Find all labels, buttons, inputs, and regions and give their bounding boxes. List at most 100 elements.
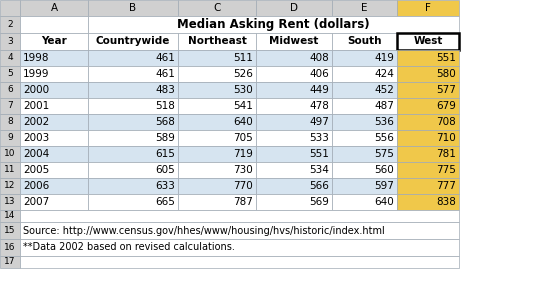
Text: 2001: 2001 xyxy=(23,101,49,111)
Bar xyxy=(20,33,88,50)
Text: Midwest: Midwest xyxy=(269,36,319,47)
Text: 679: 679 xyxy=(436,101,456,111)
Bar xyxy=(0,33,20,50)
Text: West: West xyxy=(413,36,443,47)
Text: 17: 17 xyxy=(4,258,16,267)
Text: 2007: 2007 xyxy=(23,197,49,207)
Text: 705: 705 xyxy=(233,133,253,143)
Text: 419: 419 xyxy=(374,53,394,63)
Bar xyxy=(332,194,397,210)
Bar xyxy=(20,194,88,210)
Bar xyxy=(88,162,178,178)
Bar xyxy=(0,114,20,130)
Bar xyxy=(256,146,332,162)
Bar xyxy=(20,98,88,114)
Bar xyxy=(332,0,397,16)
Bar xyxy=(20,130,88,146)
Bar xyxy=(0,146,20,162)
Text: 16: 16 xyxy=(4,243,16,252)
Text: 597: 597 xyxy=(374,181,394,191)
Text: 406: 406 xyxy=(309,69,329,79)
Bar xyxy=(0,222,20,239)
Text: A: A xyxy=(51,3,58,13)
Text: 518: 518 xyxy=(155,101,175,111)
Text: 12: 12 xyxy=(4,181,16,191)
Bar xyxy=(0,82,20,98)
Bar xyxy=(256,194,332,210)
Bar xyxy=(88,146,178,162)
Text: 551: 551 xyxy=(309,149,329,159)
Text: 551: 551 xyxy=(436,53,456,63)
Text: 781: 781 xyxy=(436,149,456,159)
Bar xyxy=(0,0,20,16)
Text: 461: 461 xyxy=(155,69,175,79)
Text: 775: 775 xyxy=(436,165,456,175)
Bar xyxy=(178,50,256,66)
Bar xyxy=(332,146,397,162)
Text: Countrywide: Countrywide xyxy=(96,36,170,47)
Bar xyxy=(88,98,178,114)
Bar xyxy=(332,66,397,82)
Bar xyxy=(20,222,459,239)
Text: 710: 710 xyxy=(436,133,456,143)
Bar xyxy=(0,239,20,256)
Text: F: F xyxy=(425,3,431,13)
Text: 408: 408 xyxy=(309,53,329,63)
Text: 719: 719 xyxy=(233,149,253,159)
Text: 633: 633 xyxy=(155,181,175,191)
Bar xyxy=(178,114,256,130)
Text: 541: 541 xyxy=(233,101,253,111)
Text: 15: 15 xyxy=(4,226,16,235)
Bar xyxy=(0,66,20,82)
Bar xyxy=(332,82,397,98)
Text: 10: 10 xyxy=(4,150,16,159)
Text: 452: 452 xyxy=(374,85,394,95)
Text: 575: 575 xyxy=(374,149,394,159)
Text: 577: 577 xyxy=(436,85,456,95)
Bar xyxy=(0,130,20,146)
Bar xyxy=(0,162,20,178)
Text: 11: 11 xyxy=(4,166,16,174)
Bar xyxy=(178,162,256,178)
Text: 14: 14 xyxy=(4,211,16,221)
Bar xyxy=(332,178,397,194)
Text: Northeast: Northeast xyxy=(187,36,246,47)
Text: 566: 566 xyxy=(309,181,329,191)
Bar xyxy=(20,162,88,178)
Text: 777: 777 xyxy=(436,181,456,191)
Text: 9: 9 xyxy=(7,133,13,143)
Text: 6: 6 xyxy=(7,85,13,95)
Text: 2004: 2004 xyxy=(23,149,49,159)
Bar xyxy=(20,146,88,162)
Text: 7: 7 xyxy=(7,102,13,110)
Bar xyxy=(178,98,256,114)
Bar xyxy=(0,16,20,33)
Text: 2003: 2003 xyxy=(23,133,49,143)
Bar xyxy=(88,33,178,50)
Text: 483: 483 xyxy=(155,85,175,95)
Bar xyxy=(0,194,20,210)
Text: D: D xyxy=(290,3,298,13)
Bar xyxy=(178,82,256,98)
Bar xyxy=(20,256,459,268)
Text: 556: 556 xyxy=(374,133,394,143)
Text: 2: 2 xyxy=(7,20,13,29)
Text: 640: 640 xyxy=(233,117,253,127)
Text: 730: 730 xyxy=(233,165,253,175)
Text: 770: 770 xyxy=(233,181,253,191)
Bar xyxy=(397,178,459,194)
Bar xyxy=(88,82,178,98)
Bar xyxy=(88,66,178,82)
Bar xyxy=(178,130,256,146)
Text: 605: 605 xyxy=(155,165,175,175)
Bar xyxy=(256,0,332,16)
Text: 13: 13 xyxy=(4,197,16,207)
Text: 2006: 2006 xyxy=(23,181,49,191)
Text: E: E xyxy=(361,3,368,13)
Bar xyxy=(0,178,20,194)
Bar xyxy=(88,50,178,66)
Bar xyxy=(397,130,459,146)
Bar xyxy=(397,33,459,50)
Text: 560: 560 xyxy=(374,165,394,175)
Text: **Data 2002 based on revised calculations.: **Data 2002 based on revised calculation… xyxy=(23,242,235,252)
